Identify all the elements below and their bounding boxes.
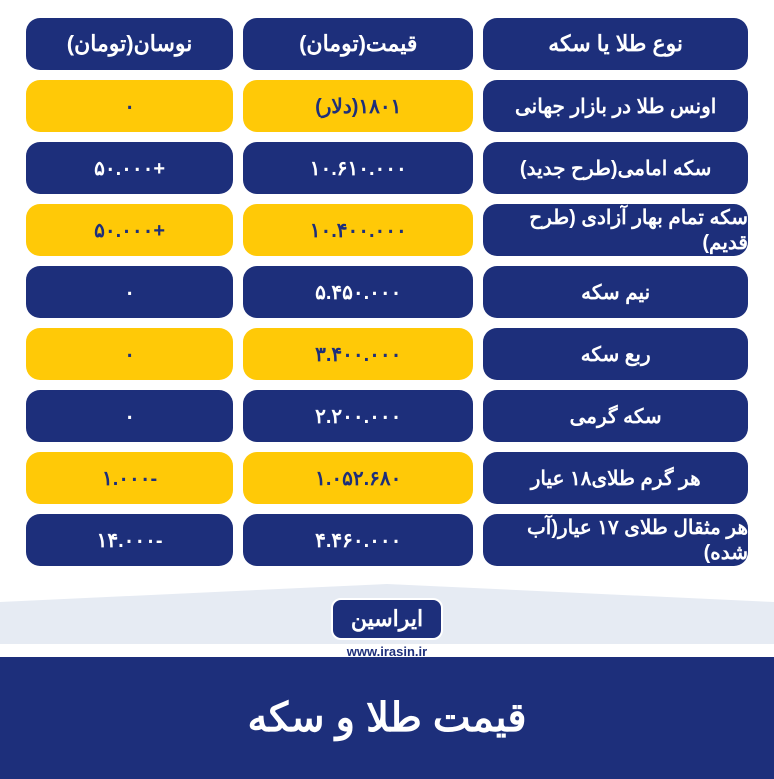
table-row: اونس طلا در بازار جهانی۱۸۰۱(دلار)۰ [26,80,748,132]
row-change: ۰ [26,266,233,318]
table-row: هر مثقال طلای ۱۷ عیار(آب شده)۴.۴۶۰.۰۰۰-۱… [26,514,748,566]
row-price: ۱۸۰۱(دلار) [243,80,473,132]
table-row: ربع سکه۳.۴۰۰.۰۰۰۰ [26,328,748,380]
footer-band: قیمت طلا و سکه [0,657,774,779]
row-change: +۵۰.۰۰۰ [26,204,233,256]
footer-title: قیمت طلا و سکه [248,695,527,741]
table-header-row: نوع طلا یا سکه قیمت(تومان) نوسان(تومان) [26,18,748,70]
row-type: سکه گرمی [483,390,748,442]
row-price: ۱.۰۵۲.۶۸۰ [243,452,473,504]
row-price: ۱۰.۶۱۰.۰۰۰ [243,142,473,194]
table-row: سکه امامی(طرح جدید)۱۰.۶۱۰.۰۰۰+۵۰.۰۰۰ [26,142,748,194]
row-type: ربع سکه [483,328,748,380]
price-table: نوع طلا یا سکه قیمت(تومان) نوسان(تومان) … [0,0,774,586]
row-change: ۰ [26,328,233,380]
row-type: نیم سکه [483,266,748,318]
row-change: -۱.۰۰۰ [26,452,233,504]
row-price: ۲.۲۰۰.۰۰۰ [243,390,473,442]
row-price: ۳.۴۰۰.۰۰۰ [243,328,473,380]
logo-text: ایراسین [331,598,443,640]
table-row: سکه تمام بهار آزادی (طرح قدیم)۱۰.۴۰۰.۰۰۰… [26,204,748,256]
row-type: هر گرم طلای۱۸ عیار [483,452,748,504]
logo-area: ایراسین www.irasin.ir [0,598,774,659]
header-price: قیمت(تومان) [243,18,473,70]
logo-url: www.irasin.ir [0,644,774,659]
row-price: ۱۰.۴۰۰.۰۰۰ [243,204,473,256]
row-type: سکه امامی(طرح جدید) [483,142,748,194]
row-change: ۰ [26,80,233,132]
header-change: نوسان(تومان) [26,18,233,70]
row-change: +۵۰.۰۰۰ [26,142,233,194]
row-change: ۰ [26,390,233,442]
header-type: نوع طلا یا سکه [483,18,748,70]
row-change: -۱۴.۰۰۰ [26,514,233,566]
row-type: هر مثقال طلای ۱۷ عیار(آب شده) [483,514,748,566]
row-price: ۴.۴۶۰.۰۰۰ [243,514,473,566]
row-price: ۵.۴۵۰.۰۰۰ [243,266,473,318]
table-row: نیم سکه۵.۴۵۰.۰۰۰۰ [26,266,748,318]
row-type: اونس طلا در بازار جهانی [483,80,748,132]
table-row: هر گرم طلای۱۸ عیار۱.۰۵۲.۶۸۰-۱.۰۰۰ [26,452,748,504]
table-row: سکه گرمی۲.۲۰۰.۰۰۰۰ [26,390,748,442]
row-type: سکه تمام بهار آزادی (طرح قدیم) [483,204,748,256]
